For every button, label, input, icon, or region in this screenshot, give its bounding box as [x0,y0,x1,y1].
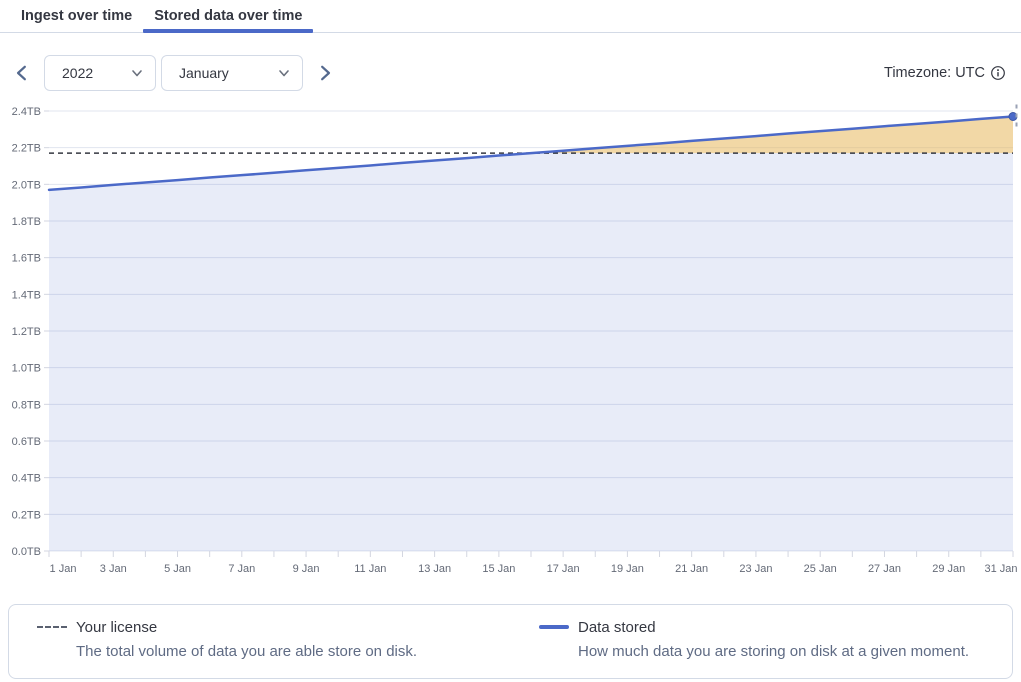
data-stored-line [47,115,1015,192]
x-tick-label: 21 Jan [675,563,708,575]
x-tick-label: 23 Jan [739,563,772,575]
previous-month-button[interactable] [10,61,34,85]
x-tick-label: 11 Jan [354,563,386,575]
tab-ingest-over-time[interactable]: Ingest over time [21,8,133,24]
y-tick-label: 0.6TB [12,436,41,448]
legend-item-your-license: Your license The total volume of data yo… [37,618,511,661]
y-tick-label: 2.2TB [12,143,41,155]
tab-stored-data-over-time[interactable]: Stored data over time [143,0,314,33]
data-stored-area [49,116,1013,551]
legend-title: Your license [76,619,158,636]
x-tick-label: 5 Jan [164,563,191,575]
dashed-line-swatch-icon [37,626,67,661]
x-tick-label: 15 Jan [482,563,515,575]
period-controls: 2022 January Timezone: UTC [0,55,1021,91]
y-tick-label: 1.4TB [12,289,41,301]
legend-title: Data stored [578,619,656,636]
x-tick-label: 25 Jan [804,563,837,575]
chevron-down-icon [278,67,290,79]
x-tick-label: 1 Jan [50,563,77,575]
y-tick-label: 2.0TB [12,179,41,191]
next-month-button[interactable] [313,61,337,85]
y-tick-label: 1.6TB [12,253,41,265]
chart-legend: Your license The total volume of data yo… [8,604,1013,679]
x-tick-label: 13 Jan [418,563,451,575]
info-icon[interactable] [990,65,1006,81]
timezone-label: Timezone: UTC [884,65,985,81]
month-select-value: January [179,65,229,81]
solid-line-swatch-icon [539,625,569,629]
x-tick-label: 29 Jan [932,563,965,575]
x-tick-label: 31 Jan [984,563,1017,575]
x-tick-label: 7 Jan [228,563,255,575]
x-tick-label: 3 Jan [100,563,127,575]
x-tick-label: 19 Jan [611,563,644,575]
tab-bar: Ingest over time Stored data over time [0,0,1021,33]
y-tick-label: 0.0TB [12,546,41,558]
y-tick-label: 1.8TB [12,216,41,228]
x-tick-label: 27 Jan [868,563,901,575]
timezone-indicator: Timezone: UTC [884,65,1011,81]
stored-data-chart-container: 0.0TB 0.2TB 0.4TB 0.6TB 0.8TB 1.0TB 1.2TB 1.4TB… [0,100,1021,585]
y-tick-label: 0.2TB [12,509,41,521]
legend-item-data-stored: Data stored How much data you are storin… [539,618,969,661]
y-tick-label: 0.4TB [12,473,41,485]
year-select[interactable]: 2022 [44,55,156,91]
year-select-value: 2022 [62,65,94,81]
y-tick-label: 1.2TB [12,326,41,338]
x-tick-label: 17 Jan [547,563,580,575]
chevron-right-icon [316,64,334,82]
x-tick-label: 9 Jan [293,563,320,575]
legend-description: The total volume of data you are able st… [76,643,418,660]
month-select[interactable]: January [161,55,303,91]
chevron-left-icon [13,64,31,82]
legend-description: How much data you are storing on disk at… [578,643,970,660]
y-tick-label: 1.0TB [12,363,41,375]
y-tick-label: 2.4TB [12,106,41,118]
y-tick-label: 0.8TB [12,399,41,411]
stored-data-over-time-chart[interactable]: 0.0TB 0.2TB 0.4TB 0.6TB 0.8TB 1.0TB 1.2TB 1.4TB… [0,100,1021,580]
chevron-down-icon [131,67,143,79]
